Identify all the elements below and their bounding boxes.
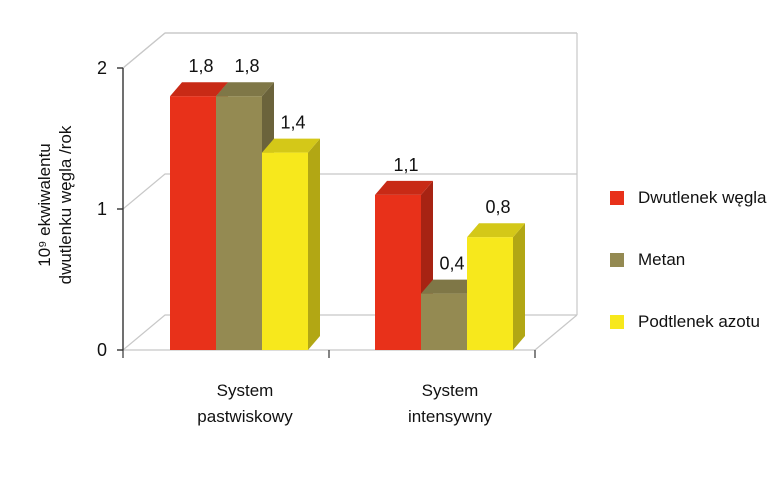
chart-bars: [170, 82, 525, 350]
bar-top: [467, 223, 525, 238]
legend: Dwutlenek węgla Metan Podtlenek azotu: [610, 188, 767, 374]
legend-label: Podtlenek azotu: [638, 312, 760, 331]
bar: [216, 96, 262, 350]
x-tick-label: System: [422, 381, 479, 400]
bar-top: [170, 82, 228, 97]
y-axis-label-line-1: 10⁹ ekwiwalentu: [35, 143, 54, 267]
bar-top: [216, 82, 274, 97]
floor-right-edge: [534, 314, 578, 351]
bar: [421, 293, 467, 350]
bar-top: [262, 138, 320, 153]
data-label: 1,4: [280, 113, 305, 133]
bar-side: [513, 223, 525, 350]
y-tick-label: 2: [97, 58, 107, 78]
legend-label: Dwutlenek węgla: [638, 188, 767, 207]
legend-item-dwutlenek: Dwutlenek węgla: [610, 188, 767, 208]
data-label: 1,8: [234, 56, 259, 76]
side-wall-top: [122, 32, 166, 69]
legend-swatch: [610, 253, 624, 267]
bar-side: [308, 138, 320, 350]
legend-swatch: [610, 315, 624, 329]
data-label: 1,8: [188, 56, 213, 76]
bar-top: [375, 180, 433, 195]
bar: [170, 96, 216, 350]
legend-swatch: [610, 191, 624, 205]
chart-labels: 1,8 1,8 1,4 System pastwiskowy 1,1 0,4 0,8 Syste…: [188, 56, 510, 426]
x-tick-label: intensywny: [408, 407, 493, 426]
bar-top: [421, 279, 479, 294]
data-label: 0,4: [439, 254, 464, 274]
y-axis-label-line-2: dwutlenku węgla /rok: [56, 125, 75, 284]
x-tick-label: System: [217, 381, 274, 400]
data-label: 1,1: [393, 155, 418, 175]
x-tick-label: pastwiskowy: [197, 407, 293, 426]
data-label: 0,8: [485, 197, 510, 217]
bar: [262, 152, 308, 350]
gridline: [122, 173, 577, 210]
legend-item-metan: Metan: [610, 250, 767, 270]
legend-label: Metan: [638, 250, 686, 269]
legend-item-podtlenek: Podtlenek azotu: [610, 312, 767, 332]
bar: [467, 237, 513, 350]
y-axis-label: 10⁹ ekwiwalentu dwutlenku węgla /rok: [35, 125, 75, 284]
y-tick-label: 1: [97, 199, 107, 219]
bar: [375, 194, 421, 350]
y-tick-label: 0: [97, 340, 107, 360]
